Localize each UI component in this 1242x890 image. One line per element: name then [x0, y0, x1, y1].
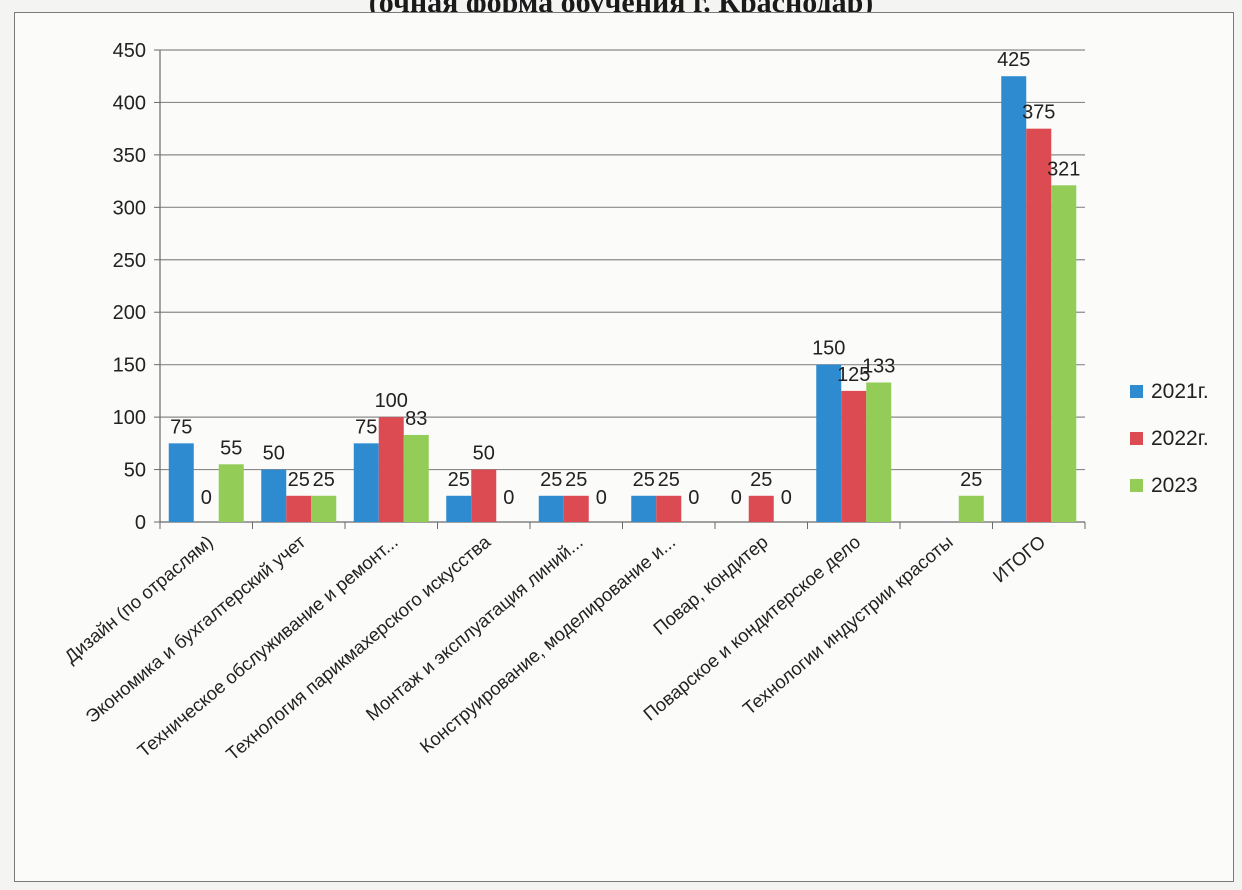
legend-swatch	[1130, 479, 1143, 492]
data-label: 25	[750, 469, 772, 491]
category-labels: Дизайн (по отраслям)Экономика и бухгалте…	[60, 531, 1049, 765]
category-label: ИТОГО	[989, 531, 1050, 587]
data-label: 375	[1022, 102, 1055, 124]
data-label: 133	[862, 355, 895, 377]
y-tick-label: 50	[124, 460, 146, 482]
y-tick-label: 150	[113, 355, 146, 377]
legend-label: 2021г.	[1151, 380, 1209, 403]
y-tick-label: 450	[113, 40, 146, 62]
y-tick-label: 0	[135, 512, 146, 534]
data-label: 0	[201, 487, 212, 509]
data-label: 25	[313, 469, 335, 491]
bar-2022г.-9	[1026, 128, 1052, 522]
gridlines	[154, 49, 1086, 529]
bar-2023-0	[218, 464, 244, 522]
data-label: 321	[1047, 158, 1080, 180]
data-label: 50	[263, 443, 285, 465]
bar-2021г.-0	[168, 443, 194, 522]
bar-2021г.-9	[1001, 76, 1027, 522]
data-label: 0	[503, 487, 514, 509]
data-label: 25	[633, 469, 655, 491]
data-label: 0	[596, 487, 607, 509]
y-tick-label: 350	[113, 145, 146, 167]
bar-2022г.-4	[563, 495, 589, 522]
bar-2023-9	[1051, 185, 1077, 522]
bar-2022г.-7	[841, 390, 867, 522]
y-tick-label: 300	[113, 197, 146, 219]
bar-2022г.-6	[748, 495, 774, 522]
data-label: 125	[837, 364, 870, 386]
legend: 2021г. 2022г. 2023	[1130, 380, 1209, 497]
data-label: 75	[355, 416, 377, 438]
bar-2021г.-1	[261, 469, 287, 522]
y-tick-label: 400	[113, 92, 146, 114]
bars	[168, 76, 1077, 522]
data-label: 0	[781, 487, 792, 509]
bar-2021г.-3	[446, 495, 472, 522]
bar-2022г.-1	[286, 495, 312, 522]
bar-2021г.-4	[538, 495, 564, 522]
y-tick-label: 250	[113, 250, 146, 272]
y-tick-label: 200	[113, 302, 146, 324]
bar-2023-7	[866, 382, 892, 522]
data-label: 25	[960, 469, 982, 491]
y-tick-label: 100	[113, 407, 146, 429]
data-label: 50	[473, 443, 495, 465]
data-label: 0	[731, 487, 742, 509]
bar-2021г.-2	[353, 443, 379, 522]
legend-swatch	[1130, 432, 1143, 445]
category-label: Дизайн (по отраслям)	[60, 531, 217, 667]
bar-2021г.-7	[816, 364, 842, 522]
y-axis-ticks: 0 50 100 150 200 250 300 350 400 450	[113, 40, 146, 534]
data-label: 75	[170, 416, 192, 438]
bar-2023-2	[403, 434, 429, 522]
bar-2022г.-2	[378, 417, 404, 522]
bar-2022г.-5	[656, 495, 682, 522]
bar-2023-8	[958, 495, 984, 522]
data-label: 55	[220, 437, 242, 459]
data-label: 25	[658, 469, 680, 491]
data-label: 25	[288, 469, 310, 491]
legend-label: 2022г.	[1151, 427, 1209, 450]
data-label: 150	[812, 338, 845, 360]
legend-label: 2023	[1151, 474, 1198, 497]
data-label: 25	[448, 469, 470, 491]
data-label: 25	[565, 469, 587, 491]
data-label: 100	[375, 390, 408, 412]
data-label: 0	[688, 487, 699, 509]
legend-swatch	[1130, 385, 1143, 398]
bar-2023-1	[311, 495, 337, 522]
data-label: 25	[540, 469, 562, 491]
bar-2022г.-3	[471, 469, 497, 522]
data-label: 425	[997, 49, 1030, 71]
bar-2021г.-5	[631, 495, 657, 522]
data-label: 83	[405, 408, 427, 430]
